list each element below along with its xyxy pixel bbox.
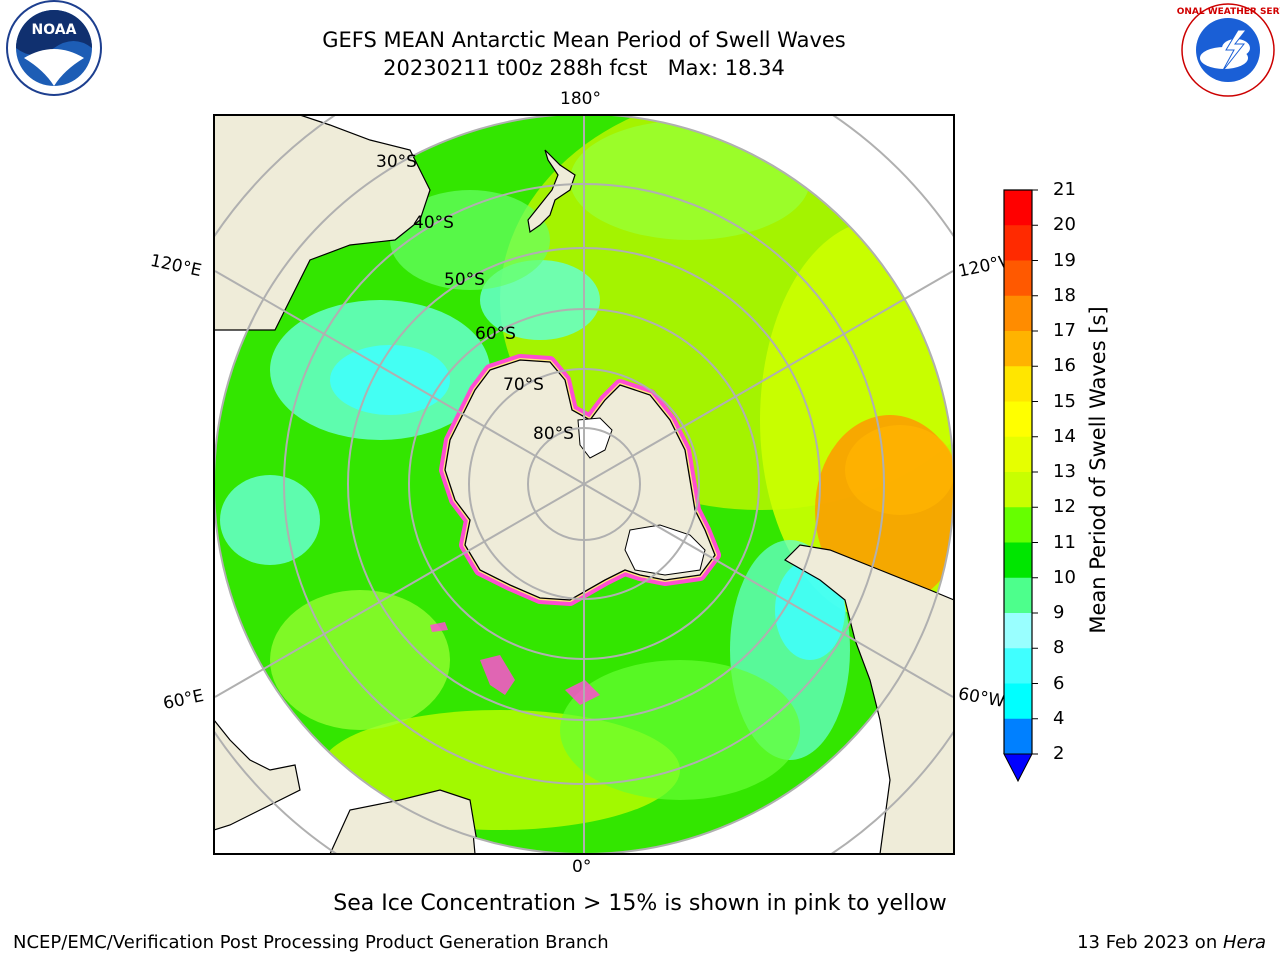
colorbar-segment <box>1004 577 1032 614</box>
colorbar-tick-label: 2 <box>1053 743 1065 764</box>
colorbar-segment <box>1004 190 1032 226</box>
colorbar-segment <box>1004 613 1032 649</box>
lat-label-70s: 70°S <box>503 375 544 395</box>
lat-label-60s: 60°S <box>475 324 516 344</box>
colorbar-tick-label: 16 <box>1053 355 1076 377</box>
colorbar-segment <box>1004 366 1032 402</box>
colorbar-segment <box>1004 295 1032 332</box>
lon-label-0: 0° <box>572 857 592 877</box>
colorbar-tick-label: 12 <box>1053 496 1076 518</box>
colorbar-segment <box>1004 401 1032 438</box>
sea-ice-caption: Sea Ice Concentration > 15% is shown in … <box>333 891 947 916</box>
nws-logo-text: NATIONAL WEATHER SERVICE <box>1176 7 1280 17</box>
polar-map <box>213 114 955 855</box>
colorbar-segment <box>1004 648 1032 684</box>
colorbar-tick-label: 18 <box>1053 284 1076 306</box>
colorbar-tick-label: 17 <box>1053 320 1076 341</box>
lat-label-50s: 50°S <box>444 270 485 290</box>
colorbar-segment <box>1004 436 1032 473</box>
colorbar-tick-label: 21 <box>1053 179 1076 200</box>
colorbar-tick-label: 14 <box>1053 425 1076 447</box>
noaa-logo-text: NOAA <box>32 22 77 38</box>
colorbar-tick-label: 8 <box>1053 637 1065 659</box>
colorbar-label: Mean Period of Swell Waves [s] <box>1086 306 1110 634</box>
colorbar-tick-label: 15 <box>1053 390 1076 412</box>
lat-label-80s: 80°S <box>533 424 574 444</box>
colorbar-tick-label: 10 <box>1053 566 1076 588</box>
madagascar-land <box>214 719 301 831</box>
new-zealand-land <box>527 149 576 234</box>
colorbar-tick-label: 20 <box>1053 214 1076 236</box>
colorbar-tick-label: 19 <box>1053 249 1076 271</box>
lat-label-30s: 30°S <box>376 152 417 172</box>
colorbar-segment <box>1004 507 1032 543</box>
footer-date: 13 Feb 2023 on Hera <box>1077 932 1266 953</box>
colorbar-segment <box>1004 683 1032 720</box>
colorbar-tick-label: 6 <box>1053 672 1065 694</box>
nws-logo-icon: NATIONAL WEATHER SERVICE <box>1176 3 1280 97</box>
colorbar-tick-label: 11 <box>1053 531 1076 553</box>
colorbar-tick-label: 9 <box>1053 602 1065 623</box>
colorbar-tick-label: 13 <box>1053 461 1076 482</box>
map-subtitle: 20230211 t00z 288h fcst Max: 18.34 <box>383 56 785 80</box>
colorbar-segment <box>1004 260 1032 297</box>
map-frame <box>213 114 955 855</box>
colorbar <box>1003 189 1038 783</box>
map-title: GEFS MEAN Antarctic Mean Period of Swell… <box>322 28 846 52</box>
colorbar-segment <box>1004 331 1032 367</box>
colorbar-segment <box>1004 472 1032 508</box>
colorbar-tick-label: 4 <box>1053 707 1065 729</box>
footer-host: Hera <box>1222 932 1266 953</box>
colorbar-segment <box>1004 542 1032 579</box>
noaa-logo-icon: NOAA <box>6 0 102 96</box>
colorbar-segment <box>1004 718 1032 755</box>
colorbar-segment <box>1004 225 1032 261</box>
footer-date-text: 13 Feb 2023 on <box>1077 932 1223 953</box>
lat-label-40s: 40°S <box>413 213 454 233</box>
lon-label-180: 180° <box>560 89 601 109</box>
graticule <box>214 115 954 854</box>
footer-credit: NCEP/EMC/Verification Post Processing Pr… <box>13 932 609 953</box>
colorbar-extend-triangle <box>1003 753 1033 783</box>
